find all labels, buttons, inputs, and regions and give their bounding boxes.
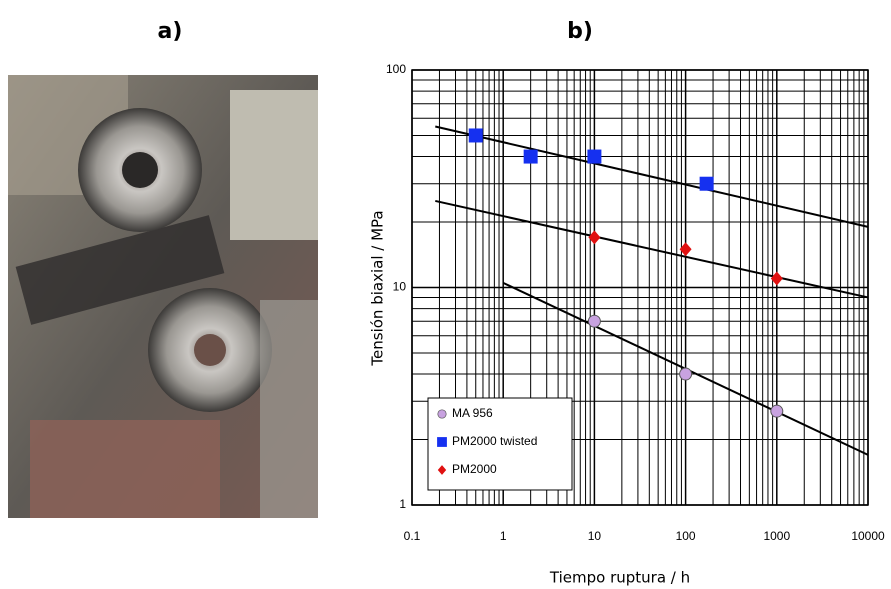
point [587, 149, 602, 164]
point [679, 367, 693, 381]
legend-marker [437, 437, 447, 447]
y-axis-label: Tensión biaxial / MPa [369, 210, 387, 366]
y-tick-label: 100 [386, 62, 406, 76]
x-axis-label: Tiempo ruptura / h [549, 569, 690, 587]
legend [427, 397, 573, 491]
trend-line [435, 125, 869, 228]
legend-label: MA 956 [452, 406, 493, 420]
x-tick-label: 100 [676, 529, 696, 543]
point [523, 149, 538, 164]
point [587, 314, 601, 328]
y-tick-label: 10 [393, 280, 407, 294]
x-tick-label: 10 [588, 529, 602, 543]
x-tick-label: 1000 [763, 529, 790, 543]
legend-label: PM2000 twisted [452, 434, 537, 448]
point [468, 128, 483, 143]
point [679, 242, 692, 257]
point [588, 230, 601, 245]
panel-label: b) [567, 19, 593, 44]
x-tick-label: 0.1 [404, 529, 421, 543]
y-tick-label: 1 [399, 497, 406, 511]
x-tick-label: 1 [500, 529, 507, 543]
x-tick-label: 10000 [851, 529, 885, 543]
trend-line [435, 199, 869, 299]
legend-marker [437, 409, 447, 419]
point [699, 176, 714, 191]
point [770, 271, 783, 286]
panel-label: a) [158, 19, 183, 44]
legend-label: PM2000 [452, 462, 497, 476]
photo [8, 75, 346, 518]
point [770, 404, 784, 418]
